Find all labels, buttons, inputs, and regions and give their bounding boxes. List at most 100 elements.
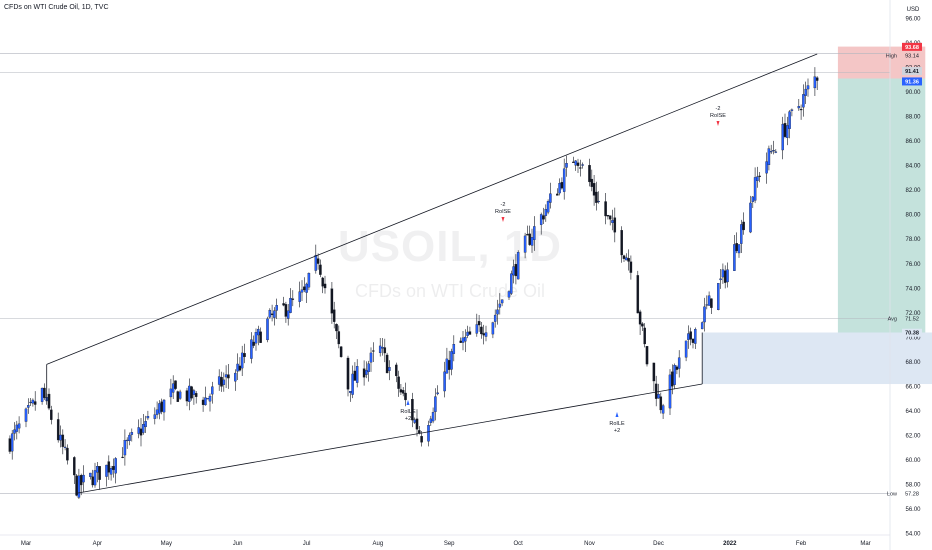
candle-body [652,362,656,382]
candle [190,385,193,401]
candle-body [797,106,801,109]
candle-body [266,318,269,341]
candle [114,457,117,484]
candle-body [332,309,336,322]
candle-body [155,409,159,415]
candle-body [227,374,230,379]
low-label: Low [887,491,897,497]
candle [125,437,129,449]
candle [533,216,536,251]
candle-body [240,352,244,369]
candle [171,375,175,400]
candle-body [353,370,357,381]
candle-body [139,428,143,436]
candle [431,407,435,424]
candle [758,172,761,183]
candle [765,152,768,184]
candle [717,283,720,311]
candle-body [282,303,285,306]
candle-body [176,391,180,402]
candle-body [620,230,623,256]
candle [155,401,159,419]
candle [268,308,272,319]
candle [450,348,453,376]
candle [611,209,614,231]
candle [733,234,736,271]
candle [475,313,479,337]
candle-body [284,304,288,317]
candle [581,162,584,169]
candle [162,399,166,421]
candle-body [464,336,467,342]
candle [254,328,258,351]
candle [146,410,150,421]
candle [91,469,94,488]
stop-value: 93.68 [905,45,919,51]
candle-body [774,151,778,153]
last-tag [902,67,922,76]
candle [137,419,140,439]
candle [459,337,462,343]
candle [735,232,738,254]
candle [677,350,681,378]
candle-body [526,234,529,236]
candle [66,444,69,465]
candle-body [194,393,198,397]
candle-body [298,291,301,302]
candle [413,417,416,424]
x-tick-label: Dec [653,541,664,547]
candle [420,430,423,447]
candle [13,422,16,441]
candle-body [107,461,111,473]
candle [351,365,354,399]
candle-body [114,458,117,474]
high-label: High [886,53,897,59]
candle-body [367,363,370,373]
candle-body [491,322,495,335]
candle-body [592,183,596,196]
candle-body [47,393,51,409]
candle-body [528,233,531,245]
candle-body [300,289,304,293]
candle-body [224,374,228,378]
candle [169,378,173,405]
candle-body [638,311,642,325]
candle-body [498,303,502,308]
y-tick-label: 74.00 [905,286,921,292]
candle [123,429,127,466]
candle [726,262,729,288]
candle [562,158,566,200]
candle-body [257,328,260,336]
candle-body [137,427,140,434]
candle [592,175,596,206]
candle [346,355,350,397]
candle-body [737,244,741,254]
candle-body [192,390,196,395]
sell_b-label: RoISE [710,113,726,119]
candle [208,393,212,412]
candle [652,362,656,392]
candle [395,362,398,383]
candle-body [305,283,308,293]
candle [500,299,504,307]
candle-body [378,345,382,354]
candle-body [208,395,212,402]
y-tick-label: 60.00 [905,458,921,464]
candle-body [10,433,14,452]
candle-body [452,344,456,354]
candle [153,407,157,425]
candle [227,364,230,389]
candle-body [556,193,559,196]
watermark-description: CFDs on WTI Crude Oil [354,281,546,301]
candle [512,259,515,284]
candle-body [507,291,511,298]
candle [813,67,817,96]
candle-body [590,178,594,187]
x-tick-label: Sep [444,541,455,547]
candle-body [443,371,446,392]
candle-body [105,464,108,477]
candle-body [468,331,472,335]
x-tick-label: Mar [21,541,31,547]
y-tick-label: 80.00 [905,213,921,219]
